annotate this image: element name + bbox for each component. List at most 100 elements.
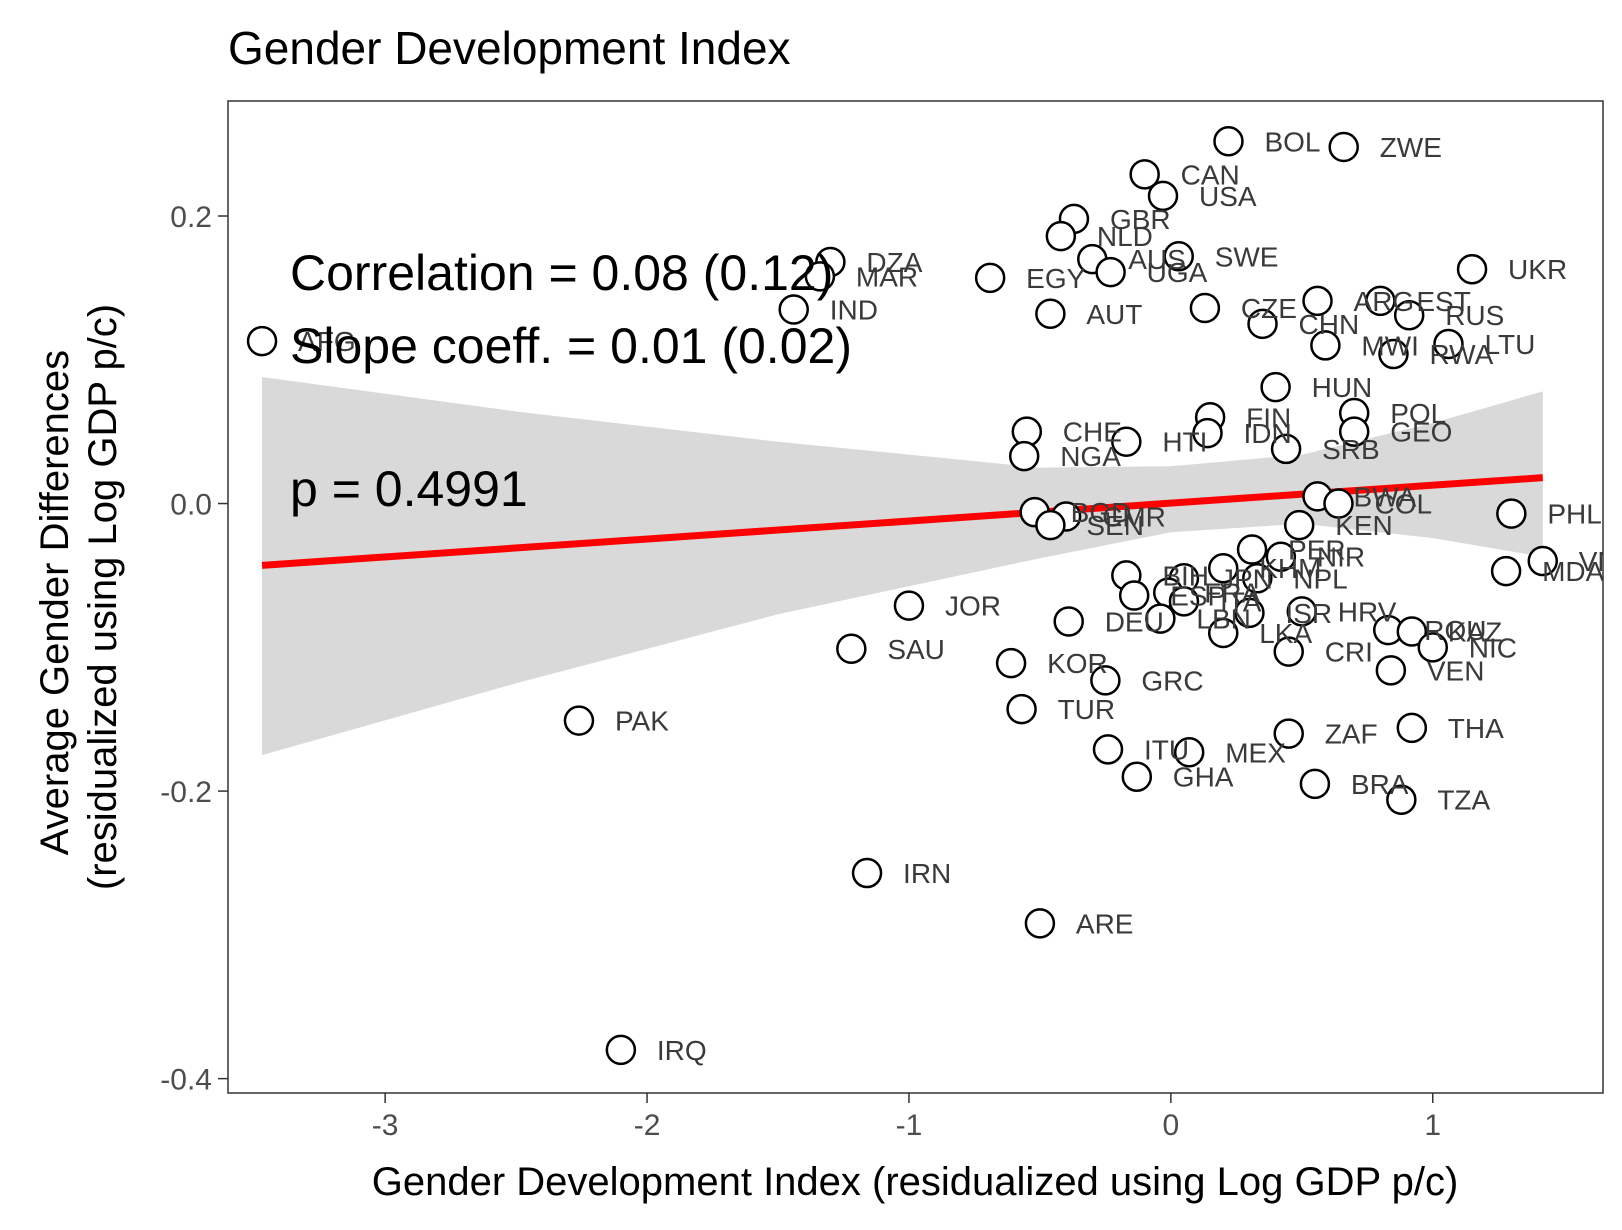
data-point-ita: [1168, 586, 1200, 617]
point-label-nir: NIR: [1317, 542, 1365, 573]
point-label-rus: RUS: [1445, 300, 1504, 331]
x-tick-label: -3: [372, 1109, 399, 1142]
point-label-hun: HUN: [1312, 372, 1373, 403]
point-label-vnm: VNM: [1579, 546, 1622, 577]
point-label-khm: KHM: [1259, 553, 1321, 584]
point-label-ind: IND: [830, 294, 878, 325]
point-label-mar: MAR: [856, 261, 918, 292]
y-tick-label: -0.4: [160, 1064, 212, 1097]
point-label-deu: DEU: [1105, 606, 1164, 637]
data-point-sau: [836, 633, 867, 665]
point-label-ita: ITA: [1220, 586, 1262, 617]
point-label-per: PER: [1288, 535, 1346, 566]
point-label-kaz: KAZ: [1448, 617, 1502, 648]
panel-border: [227, 100, 1604, 1094]
data-point-hrv: [1286, 596, 1318, 627]
point-label-bol: BOL: [1264, 126, 1320, 157]
point-label-irn: IRN: [903, 858, 951, 889]
point-label-est: EST: [1416, 286, 1470, 317]
y-tick-label: -0.2: [160, 776, 212, 809]
data-point-cze: [1189, 292, 1221, 324]
point-label-pol: POL: [1390, 398, 1446, 429]
point-label-nic: NIC: [1469, 632, 1517, 663]
data-point-rwa: [1378, 338, 1409, 370]
y-axis-title: Average Gender Differences (residualized…: [33, 304, 125, 890]
point-label-cri: CRI: [1325, 637, 1373, 668]
data-point-zaf: [1273, 718, 1304, 749]
x-axis: -3 -2 -1 0 1: [372, 1093, 1441, 1142]
point-label-srb: SRB: [1322, 434, 1380, 465]
point-label-fra: FRA: [1204, 578, 1260, 609]
point-label-sau: SAU: [887, 634, 945, 665]
data-point-est: [1365, 285, 1396, 317]
point-label-rou: ROU: [1424, 615, 1486, 646]
data-point-npl: [1242, 563, 1273, 594]
data-point-mex: [1173, 737, 1205, 768]
data-point-idn: [1192, 417, 1223, 449]
point-label-ltu: LTU: [1484, 329, 1535, 360]
data-point-mwi: [1310, 330, 1341, 361]
point-label-swe: SWE: [1215, 241, 1279, 272]
point-label-aut: AUT: [1086, 299, 1142, 330]
point-label-fin: FIN: [1246, 402, 1291, 433]
point-label-jor: JOR: [945, 591, 1001, 622]
point-label-afg: AFG: [298, 326, 356, 357]
point-label-cmr: CMR: [1102, 501, 1166, 532]
point-label-ken: KEN: [1335, 510, 1393, 541]
data-point-itu: [1092, 734, 1124, 765]
y-axis-title-line-2: (residualized using Log GDP p/c): [81, 304, 125, 890]
data-point-mda: [1490, 555, 1522, 587]
data-point-irq: [605, 1034, 637, 1066]
data-point-aut: [1035, 298, 1066, 330]
data-point-sen: [1035, 509, 1066, 541]
chart-title: Gender Development Index: [228, 22, 791, 74]
data-point-jor: [893, 590, 925, 621]
data-point-geo: [1338, 416, 1370, 447]
slope-annotation: Slope coeff. = 0.01 (0.02): [290, 318, 852, 374]
point-label-zwe: ZWE: [1380, 132, 1442, 163]
point-label-mda: MDA: [1542, 556, 1605, 587]
point-label-bra: BRA: [1351, 769, 1409, 800]
data-point-irn: [851, 857, 883, 889]
data-point-arg: [1302, 285, 1333, 317]
data-point-usa: [1147, 180, 1179, 212]
point-label-hrv: HRV: [1338, 596, 1397, 627]
data-point-cri: [1273, 636, 1304, 667]
point-label-irq: IRQ: [657, 1035, 707, 1066]
point-label-phl: PHL: [1547, 499, 1601, 530]
y-axis-title-line-1: Average Gender Differences: [33, 350, 77, 856]
point-label-mex: MEX: [1225, 737, 1286, 768]
correlation-annotation: Correlation = 0.08 (0.12): [290, 245, 833, 301]
point-label-jpn: JPN: [1220, 563, 1273, 594]
data-point-ltu: [1433, 328, 1464, 360]
confidence-band: [262, 377, 1543, 756]
point-label-can: CAN: [1181, 159, 1240, 190]
data-point-isr: [1234, 597, 1265, 629]
x-tick-label: -1: [896, 1109, 923, 1142]
point-label-egy: EGY: [1026, 263, 1085, 294]
point-label-chn: CHN: [1299, 309, 1360, 340]
data-point-khm: [1207, 552, 1239, 584]
point-label-isr: ISR: [1285, 598, 1332, 629]
point-label-zaf: ZAF: [1325, 719, 1378, 750]
point-label-npl: NPL: [1293, 563, 1347, 594]
point-label-itu: ITU: [1144, 734, 1189, 765]
data-point-kor: [995, 647, 1027, 679]
data-point-nic: [1417, 632, 1449, 663]
point-label-ukr: UKR: [1508, 254, 1567, 285]
y-tick-label: 0.0: [170, 489, 212, 522]
point-label-ven: VEN: [1427, 655, 1485, 686]
point-label-gha: GHA: [1173, 762, 1234, 793]
data-point-per: [1236, 534, 1268, 565]
point-label-uga: UGA: [1147, 257, 1208, 288]
point-label-geo: GEO: [1390, 417, 1452, 448]
point-label-nga: NGA: [1060, 441, 1121, 472]
points-layer: [246, 126, 1559, 1066]
y-tick-label: 0.2: [170, 201, 212, 234]
point-label-tza: TZA: [1437, 785, 1490, 816]
data-point-bol: [1213, 126, 1244, 157]
data-point-mar: [804, 261, 836, 292]
data-point-egy: [974, 262, 1006, 294]
x-axis-title: Gender Development Index (residualized u…: [372, 1160, 1459, 1204]
